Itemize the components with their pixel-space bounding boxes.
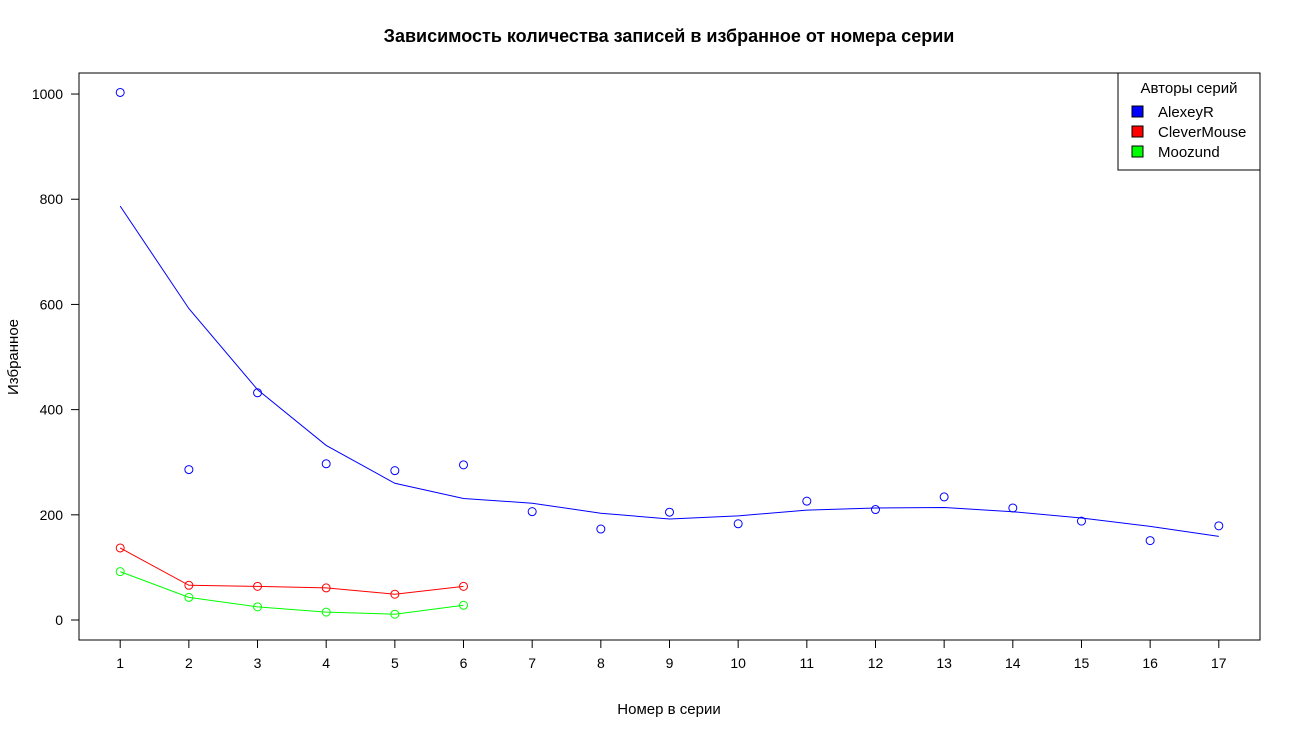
x-tick-label: 10 <box>730 655 746 671</box>
x-tick-label: 17 <box>1211 655 1227 671</box>
data-point-clevermouse <box>459 581 469 591</box>
data-point-alexeyr <box>321 459 331 469</box>
y-tick-label: 600 <box>40 296 64 312</box>
data-point-alexeyr <box>390 466 400 476</box>
data-point-alexeyr <box>802 496 812 506</box>
x-tick-label: 16 <box>1142 655 1158 671</box>
y-axis: 0 200 400 600 800 1000 <box>32 86 79 628</box>
series-line-alexeyr <box>119 205 1219 537</box>
x-tick-label: 14 <box>1005 655 1021 671</box>
legend-label-moozund: Moozund <box>1158 144 1220 161</box>
data-point-alexeyr <box>184 465 194 475</box>
data-point-moozund <box>390 609 400 619</box>
data-point-alexeyr <box>939 492 949 502</box>
y-tick-label: 1000 <box>32 86 63 102</box>
x-tick-label: 11 <box>800 655 815 671</box>
y-tick-label: 400 <box>40 402 64 418</box>
data-point-clevermouse <box>321 583 331 593</box>
x-tick-label: 9 <box>666 655 674 671</box>
data-point-clevermouse <box>253 581 263 591</box>
plot-frame <box>78 72 1261 641</box>
y-axis-label: Избранное <box>5 319 22 395</box>
data-point-alexeyr <box>665 507 674 517</box>
data-point-alexeyr <box>527 507 537 517</box>
x-tick-label: 3 <box>254 655 262 671</box>
data-point-alexeyr <box>459 460 469 470</box>
legend-label-alexeyr: AlexeyR <box>1158 104 1214 121</box>
chart-title: Зависимость количества записей в избранн… <box>384 26 955 46</box>
data-point-alexeyr <box>870 505 880 515</box>
x-axis-label: Номер в серии <box>617 701 720 718</box>
x-tick-label: 4 <box>322 655 330 671</box>
series-lines <box>119 205 1219 615</box>
data-point-moozund <box>115 567 125 577</box>
data-point-alexeyr <box>733 519 743 529</box>
x-tick-label: 12 <box>868 655 884 671</box>
x-tick-label: 15 <box>1074 655 1090 671</box>
y-tick-label: 0 <box>55 612 63 628</box>
series-points <box>115 87 1224 619</box>
legend-swatch-alexeyr <box>1131 105 1144 118</box>
data-point-moozund <box>184 592 194 602</box>
x-tick-label: 13 <box>936 655 952 671</box>
legend-label-clevermouse: CleverMouse <box>1158 124 1246 141</box>
x-tick-label: 1 <box>116 655 124 671</box>
x-tick-label: 8 <box>597 655 605 671</box>
data-point-moozund <box>253 602 263 612</box>
data-point-alexeyr <box>1076 516 1086 526</box>
x-tick-label: 6 <box>460 655 468 671</box>
legend-items: AlexeyR CleverMouse Moozund <box>1131 104 1246 161</box>
data-point-clevermouse <box>184 580 194 590</box>
data-point-alexeyr <box>1214 521 1224 531</box>
data-point-moozund <box>459 600 469 610</box>
data-point-clevermouse <box>390 589 400 599</box>
legend: Авторы серий AlexeyR CleverMouse Moozund <box>1117 72 1261 171</box>
data-point-alexeyr <box>1145 536 1155 546</box>
data-point-clevermouse <box>115 543 125 553</box>
legend-title: Авторы серий <box>1141 80 1238 97</box>
y-tick-label: 800 <box>40 191 64 207</box>
data-point-moozund <box>321 607 331 617</box>
series-line-moozund <box>120 571 464 615</box>
legend-swatch-clevermouse <box>1131 125 1144 138</box>
data-point-alexeyr <box>596 524 606 534</box>
y-tick-label: 200 <box>40 507 64 523</box>
x-axis: 1 2 3 4 5 6 7 8 9 10 11 12 13 14 15 16 17 <box>116 640 1227 671</box>
data-point-alexeyr <box>1008 503 1018 513</box>
legend-swatch-moozund <box>1131 145 1144 158</box>
series-line-clevermouse <box>119 547 464 595</box>
x-tick-label: 7 <box>528 655 536 671</box>
data-point-alexeyr <box>115 87 125 97</box>
x-tick-label: 2 <box>185 655 193 671</box>
data-point-alexeyr <box>253 388 263 398</box>
x-tick-label: 5 <box>391 655 399 671</box>
